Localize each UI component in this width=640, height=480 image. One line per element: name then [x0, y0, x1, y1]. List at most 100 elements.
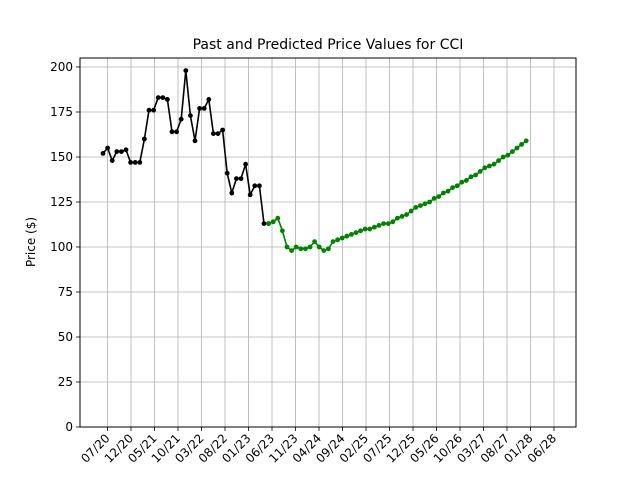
predicted-price-point [284, 244, 290, 250]
predicted-price-point [376, 223, 382, 228]
predicted-price-point [307, 244, 313, 250]
y-tick-label: 75 [58, 285, 73, 299]
past-price-point [257, 183, 262, 189]
past-price-point [220, 127, 226, 133]
predicted-price-point [326, 246, 331, 252]
past-price-point [100, 151, 106, 156]
predicted-price-point [381, 221, 386, 227]
predicted-price-point [399, 214, 405, 219]
grid-lines [80, 58, 576, 428]
past-price-point [155, 95, 161, 100]
past-price-point [109, 158, 115, 164]
predicted-price-point [362, 226, 368, 232]
predicted-price-point [450, 185, 455, 191]
predicted-price-point [395, 215, 400, 221]
predicted-price-point [349, 232, 354, 237]
y-tick-label: 25 [58, 375, 73, 389]
predicted-price-point [510, 149, 515, 155]
predicted-price-point [270, 219, 276, 225]
y-tick-label: 200 [50, 60, 73, 74]
past-price-point [165, 97, 170, 102]
predicted-price-point [390, 219, 396, 225]
past-price-point [215, 131, 221, 137]
predicted-price-point [487, 163, 492, 169]
predicted-price-point [275, 215, 281, 221]
predicted-price-point [427, 199, 432, 205]
past-price-point [243, 161, 249, 167]
past-price-point [229, 190, 235, 196]
predicted-price-point [431, 196, 437, 201]
predicted-price-point [459, 179, 465, 185]
past-price-point [142, 136, 147, 142]
past-price-point [238, 176, 244, 182]
predicted-price-point [523, 138, 529, 144]
past-price-point [192, 138, 198, 144]
predicted-price-point [293, 244, 299, 250]
predicted-price-point [372, 224, 377, 230]
predicted-price-point [464, 178, 469, 183]
past-price-point [174, 129, 180, 135]
predicted-price-point [385, 221, 391, 227]
predicted-price-point [505, 152, 511, 158]
predicted-price-point [454, 183, 460, 189]
predicted-price-point [303, 246, 308, 252]
predicted-price-point [280, 228, 285, 234]
y-axis-label: Price ($) [24, 217, 38, 267]
predicted-price-point [353, 230, 359, 236]
predicted-price-point [312, 239, 317, 245]
predicted-price-point [477, 169, 483, 174]
predicted-price-point [519, 142, 524, 147]
predicted-price-point [468, 174, 474, 180]
predicted-price-point [413, 205, 419, 210]
predicted-price-point [418, 203, 423, 209]
y-tick-label: 100 [50, 240, 73, 254]
axis-ticks: 025507510012515017520007/2012/2005/2110/… [50, 60, 559, 466]
predicted-price-point [339, 235, 345, 241]
predicted-price-point [335, 237, 340, 243]
y-tick-label: 125 [50, 195, 73, 209]
predicted-price-point [441, 190, 446, 196]
predicted-price-point [473, 172, 478, 178]
predicted-price-point [482, 165, 488, 171]
past-price-point [183, 68, 189, 73]
y-tick-label: 175 [50, 105, 73, 119]
past-price-point [151, 107, 157, 113]
predicted-price-point [422, 201, 428, 207]
past-price-point [188, 113, 193, 118]
past-price-point [206, 97, 212, 102]
predicted-price-point [408, 208, 414, 214]
plot-frame [79, 57, 577, 428]
y-tick-label: 150 [50, 150, 73, 164]
past-price-point [252, 183, 258, 189]
predicted-price-point [358, 228, 363, 234]
predicted-price-point [496, 158, 501, 164]
past-price-point [114, 149, 120, 155]
past-price-point [169, 129, 175, 135]
predicted-price-point [436, 194, 442, 200]
past-price-point [105, 145, 110, 151]
predicted-price-point [316, 244, 322, 250]
predicted-price-point [404, 212, 409, 218]
past-price-point [247, 192, 253, 198]
past-price-point [146, 107, 152, 113]
chart-title: Past and Predicted Price Values for CCI [193, 37, 464, 53]
predicted-price-point [330, 239, 336, 245]
past-price-point [160, 95, 166, 100]
series-layer [100, 68, 529, 254]
past-price-point [132, 160, 138, 165]
predicted-price-point [500, 154, 506, 160]
predicted-price-point [445, 188, 451, 194]
past-price-point [197, 106, 203, 111]
predicted-price-point [289, 248, 294, 254]
predicted-price-point [344, 233, 350, 239]
past-price-point [123, 147, 129, 153]
past-price-point [178, 116, 184, 122]
predicted-price-point [491, 161, 497, 167]
past-price-line [102, 70, 269, 225]
past-price-point [119, 149, 124, 155]
past-price-point [234, 176, 239, 182]
y-tick-label: 0 [65, 420, 73, 434]
predicted-price-point [298, 246, 304, 252]
past-price-point [224, 170, 230, 176]
